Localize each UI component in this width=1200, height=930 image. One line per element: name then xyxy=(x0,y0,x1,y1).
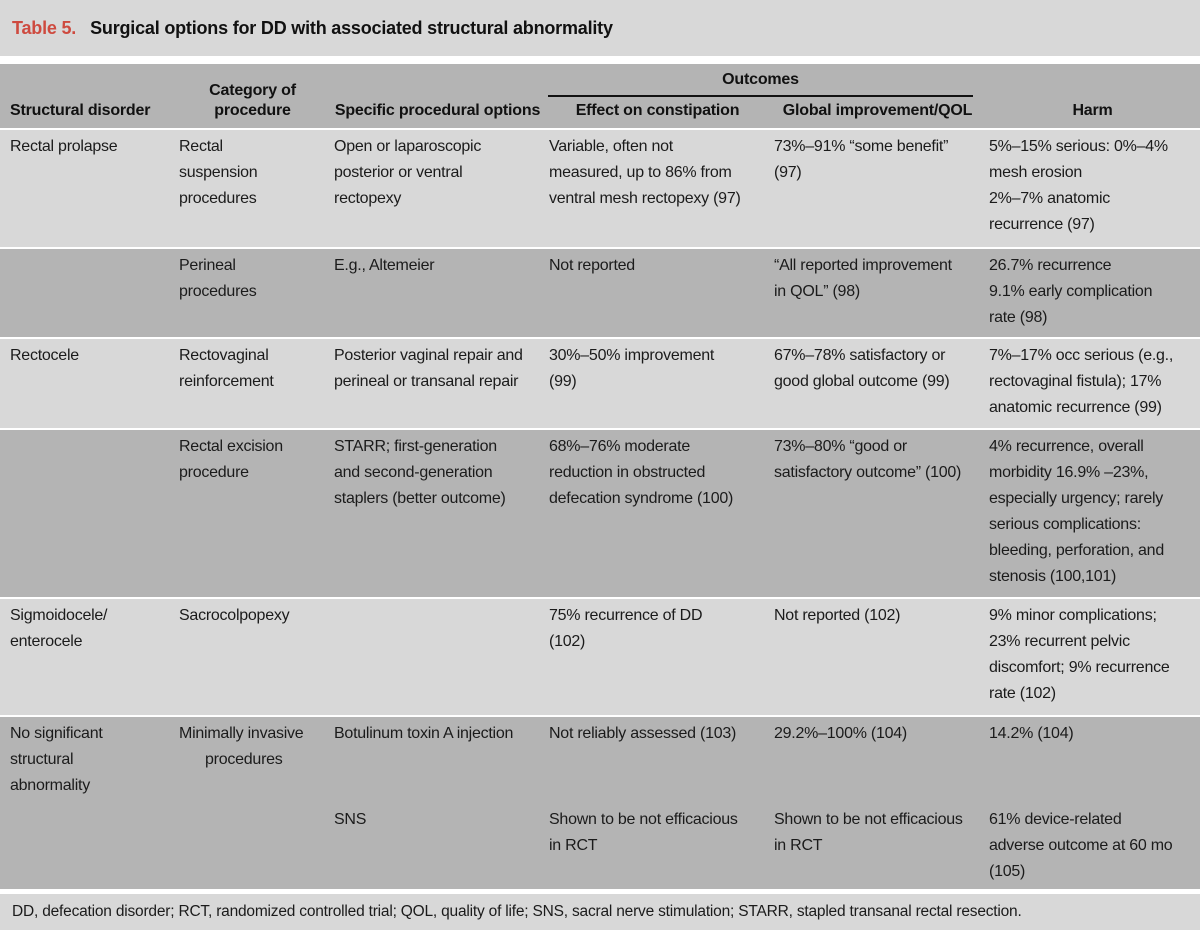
cell-global: 73%–91% “some benefit” (97) xyxy=(770,128,985,247)
col-header-harm: Harm xyxy=(985,64,1200,128)
cell-global: Not reported (102) xyxy=(770,597,985,715)
table-row-no-abnormality-sns: SNS Shown to be not efficacious in RCT S… xyxy=(0,803,1200,889)
footnote-bar: DD, defecation disorder; RCT, randomized… xyxy=(0,894,1200,930)
cell-global: 67%–78% satisfactory or good global outc… xyxy=(770,337,985,428)
table-title-bar: Table 5. Surgical options for DD with as… xyxy=(0,0,1200,56)
cell-category: Rectal excision procedure xyxy=(175,428,330,597)
table-row-sigmoidocele: Sigmoidocele/ enterocele Sacrocolpopexy … xyxy=(0,597,1200,715)
cell-harm: 61% device-related adverse outcome at 60… xyxy=(985,803,1200,889)
cell-category: Rectal suspension procedures xyxy=(175,128,330,247)
cell-global: Shown to be not efficacious in RCT xyxy=(770,803,985,889)
cell-effect: Not reliably assessed (103) xyxy=(545,715,770,803)
cell-specific: SNS xyxy=(330,803,545,889)
col-header-effect: Effect on constipation xyxy=(545,97,770,128)
cell-harm: 26.7% recurrence 9.1% early complication… xyxy=(985,247,1200,337)
cell-specific: STARR; first-generation and second-gener… xyxy=(330,428,545,597)
cell-category: Minimally invasive procedures xyxy=(175,715,330,803)
table-body: Rectal prolapse Rectal suspension proced… xyxy=(0,128,1200,889)
cell-category: Rectovaginal reinforcement xyxy=(175,337,330,428)
cell-structural-disorder: No significant structural abnormality xyxy=(0,715,175,803)
cell-structural-disorder xyxy=(0,428,175,597)
cell-effect: Shown to be not efficacious in RCT xyxy=(545,803,770,889)
cell-global: “All reported improvement in QOL” (98) xyxy=(770,247,985,337)
cell-specific: Botulinum toxin A injection xyxy=(330,715,545,803)
cell-global: 29.2%–100% (104) xyxy=(770,715,985,803)
cell-harm: 9% minor complications; 23% recurrent pe… xyxy=(985,597,1200,715)
cell-effect: 30%–50% improvement (99) xyxy=(545,337,770,428)
cell-specific: Open or laparoscopic posterior or ventra… xyxy=(330,128,545,247)
col-header-global: Global improvement/QOL xyxy=(770,97,985,128)
table-row-rectal-prolapse-perineal: Perineal procedures E.g., Altemeier Not … xyxy=(0,247,1200,337)
table-header: Structural disorder Category of procedur… xyxy=(0,64,1200,128)
col-header-structural-disorder: Structural disorder xyxy=(0,64,175,128)
cell-effect: Not reported xyxy=(545,247,770,337)
cell-structural-disorder: Rectocele xyxy=(0,337,175,428)
table-row-rectal-prolapse-suspension: Rectal prolapse Rectal suspension proced… xyxy=(0,128,1200,247)
surgical-options-table: Structural disorder Category of procedur… xyxy=(0,64,1200,889)
outcomes-label: Outcomes xyxy=(548,70,973,97)
cell-structural-disorder: Sigmoidocele/ enterocele xyxy=(0,597,175,715)
cell-category: Sacrocolpopexy xyxy=(175,597,330,715)
cell-category: Perineal procedures xyxy=(175,247,330,337)
col-header-category: Category of procedure xyxy=(175,64,330,128)
col-header-specific: Specific procedural options xyxy=(330,64,545,128)
cell-category xyxy=(175,803,330,889)
cell-harm: 4% recurrence, overall morbidity 16.9% –… xyxy=(985,428,1200,597)
cell-effect: Variable, often not measured, up to 86% … xyxy=(545,128,770,247)
table-row-rectocele-reinforcement: Rectocele Rectovaginal reinforcement Pos… xyxy=(0,337,1200,428)
cell-specific: E.g., Altemeier xyxy=(330,247,545,337)
cell-structural-disorder xyxy=(0,247,175,337)
table-number-label: Table 5. xyxy=(12,17,77,38)
col-header-outcomes-group: Outcomes xyxy=(545,64,985,97)
divider xyxy=(0,56,1200,64)
cell-structural-disorder: Rectal prolapse xyxy=(0,128,175,247)
footnote-text: DD, defecation disorder; RCT, randomized… xyxy=(12,903,1022,920)
cell-harm: 7%–17% occ serious (e.g., rectovaginal f… xyxy=(985,337,1200,428)
cell-effect: 75% recurrence of DD (102) xyxy=(545,597,770,715)
cell-harm: 5%–15% serious: 0%–4% mesh erosion 2%–7%… xyxy=(985,128,1200,247)
table-row-rectocele-excision: Rectal excision procedure STARR; first-g… xyxy=(0,428,1200,597)
table-title-text: Surgical options for DD with associated … xyxy=(90,17,613,38)
cell-specific xyxy=(330,597,545,715)
cell-global: 73%–80% “good or satisfactory outcome” (… xyxy=(770,428,985,597)
cell-structural-disorder xyxy=(0,803,175,889)
cell-effect: 68%–76% moderate reduction in obstructed… xyxy=(545,428,770,597)
cell-harm: 14.2% (104) xyxy=(985,715,1200,803)
cell-specific: Posterior vaginal repair and perineal or… xyxy=(330,337,545,428)
table-row-no-abnormality-botulinum: No significant structural abnormality Mi… xyxy=(0,715,1200,803)
